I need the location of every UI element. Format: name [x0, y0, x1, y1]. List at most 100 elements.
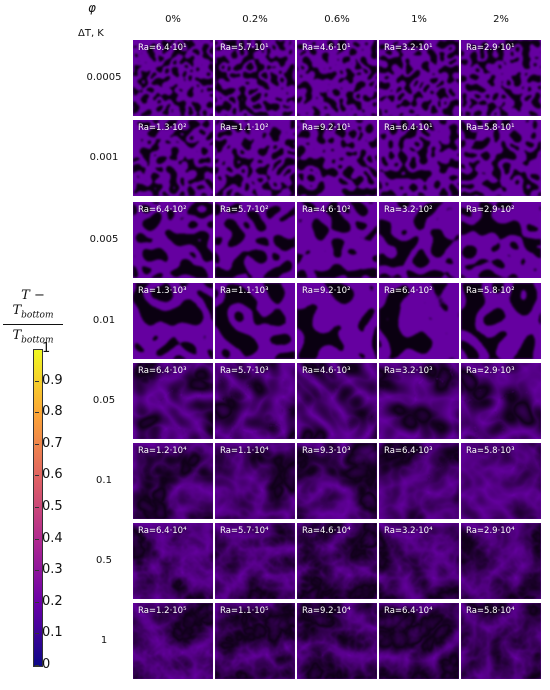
colorbar-tick-label: 0.8	[42, 404, 63, 420]
rayleigh-number-label: Ra=5.7·10³	[220, 366, 269, 376]
rayleigh-number-label: Ra=6.4·10¹	[138, 43, 187, 53]
pattern-field	[133, 603, 213, 679]
pattern-tile: Ra=3.2·10²	[379, 202, 459, 278]
pattern-tile: Ra=1.1·10⁴	[215, 443, 295, 519]
pattern-tile: Ra=6.4·10⁴	[133, 523, 213, 599]
pattern-tile: Ra=5.7·10¹	[215, 40, 295, 116]
row-header: 0.1	[96, 475, 112, 486]
colorbar-tick-mark	[35, 380, 39, 382]
pattern-field	[133, 523, 213, 599]
colorbar-tick-label: 0	[42, 657, 51, 672]
column-header: 0.2%	[242, 14, 268, 25]
pattern-tile: Ra=4.6·10¹	[297, 40, 377, 116]
colorbar-tick-mark	[35, 538, 39, 540]
pattern-tile: Ra=9.2·10²	[297, 283, 377, 359]
colorbar-numerator: T − Tbottom	[12, 288, 54, 321]
rayleigh-number-label: Ra=1.1·10²	[220, 123, 269, 133]
row-header: 0.5	[96, 555, 112, 566]
colorbar-tick-mark	[35, 665, 39, 666]
rayleigh-number-label: Ra=3.2·10⁴	[384, 526, 433, 536]
pattern-tile: Ra=9.2·10⁴	[297, 603, 377, 679]
colorbar-tick-label: 0.7	[42, 435, 63, 451]
rayleigh-number-label: Ra=4.6·10³	[302, 366, 351, 376]
pattern-field	[379, 120, 459, 196]
row-header: 0.001	[89, 152, 119, 163]
rayleigh-number-label: Ra=5.7·10¹	[220, 43, 269, 53]
rayleigh-number-label: Ra=9.2·10²	[302, 286, 351, 296]
rayleigh-number-label: Ra=2.9·10⁴	[466, 526, 515, 536]
colorbar-tick-mark	[35, 601, 39, 603]
rayleigh-number-label: Ra=9.2·10⁴	[302, 606, 351, 616]
pattern-field	[297, 363, 377, 439]
rayleigh-number-label: Ra=5.8·10⁴	[466, 606, 515, 616]
pattern-tile: Ra=6.4·10²	[379, 283, 459, 359]
pattern-tile: Ra=5.8·10¹	[461, 120, 541, 196]
pattern-tile: Ra=4.6·10²	[297, 202, 377, 278]
rayleigh-number-label: Ra=4.6·10⁴	[302, 526, 351, 536]
rayleigh-number-label: Ra=4.6·10¹	[302, 43, 351, 53]
pattern-tile: Ra=2.9·10¹	[461, 40, 541, 116]
pattern-field	[133, 202, 213, 278]
pattern-field	[297, 120, 377, 196]
pattern-field	[215, 120, 295, 196]
pattern-field	[215, 202, 295, 278]
colorbar-tick-label: 0.6	[42, 467, 63, 483]
pattern-field	[297, 603, 377, 679]
pattern-field	[133, 283, 213, 359]
pattern-tile: Ra=1.1·10⁵	[215, 603, 295, 679]
rayleigh-number-label: Ra=2.9·10³	[466, 366, 515, 376]
pattern-field	[379, 443, 459, 519]
rayleigh-number-label: Ra=2.9·10¹	[466, 43, 515, 53]
row-header: 1	[100, 635, 108, 646]
delta-t-label: ΔT, K	[78, 28, 104, 39]
rayleigh-number-label: Ra=1.1·10³	[220, 286, 269, 296]
row-header: 0.005	[89, 234, 119, 245]
colorbar-tick-mark	[35, 349, 39, 350]
pattern-tile: Ra=5.7·10⁴	[215, 523, 295, 599]
column-header: 0%	[165, 14, 181, 25]
rayleigh-number-label: Ra=9.2·10¹	[302, 123, 351, 133]
pattern-field	[133, 443, 213, 519]
colorbar-tick-label: 1	[42, 341, 51, 356]
pattern-tile: Ra=3.2·10¹	[379, 40, 459, 116]
rayleigh-number-label: Ra=6.4·10¹	[384, 123, 433, 133]
rayleigh-number-label: Ra=1.2·10⁵	[138, 606, 187, 616]
pattern-tile: Ra=6.4·10¹	[133, 40, 213, 116]
colorbar-tick-label: 0.4	[42, 530, 63, 546]
pattern-field	[215, 363, 295, 439]
pattern-field	[297, 202, 377, 278]
pattern-field	[461, 283, 541, 359]
pattern-tile: Ra=5.7·10²	[215, 202, 295, 278]
pattern-tile: Ra=2.9·10³	[461, 363, 541, 439]
rayleigh-number-label: Ra=1.1·10⁵	[220, 606, 269, 616]
pattern-tile: Ra=9.3·10³	[297, 443, 377, 519]
pattern-tile: Ra=9.2·10¹	[297, 120, 377, 196]
rayleigh-number-label: Ra=1.3·10²	[138, 123, 187, 133]
pattern-tile: Ra=3.2·10³	[379, 363, 459, 439]
pattern-tile: Ra=1.1·10²	[215, 120, 295, 196]
colorbar-tick-mark	[35, 443, 39, 445]
pattern-field	[297, 40, 377, 116]
rayleigh-number-label: Ra=3.2·10¹	[384, 43, 433, 53]
colorbar-tick-mark	[35, 412, 39, 414]
pattern-field	[297, 523, 377, 599]
pattern-field	[461, 443, 541, 519]
rayleigh-number-label: Ra=1.1·10⁴	[220, 446, 269, 456]
colorbar-tick-label: 0.3	[42, 562, 63, 578]
row-header: 0.05	[92, 395, 116, 406]
pattern-field	[215, 523, 295, 599]
column-header: 0.6%	[324, 14, 350, 25]
pattern-tile: Ra=5.8·10²	[461, 283, 541, 359]
row-header: 0.01	[92, 315, 116, 326]
rayleigh-number-label: Ra=5.8·10²	[466, 286, 515, 296]
rayleigh-number-label: Ra=6.4·10²	[138, 205, 187, 215]
pattern-field	[461, 40, 541, 116]
colorbar-tick-label: 0.9	[42, 372, 63, 388]
pattern-field	[297, 283, 377, 359]
pattern-field	[461, 202, 541, 278]
pattern-field	[461, 523, 541, 599]
pattern-tile: Ra=6.4·10³	[133, 363, 213, 439]
pattern-field	[461, 603, 541, 679]
rayleigh-number-label: Ra=9.3·10³	[302, 446, 351, 456]
rayleigh-number-label: Ra=3.2·10³	[384, 366, 433, 376]
